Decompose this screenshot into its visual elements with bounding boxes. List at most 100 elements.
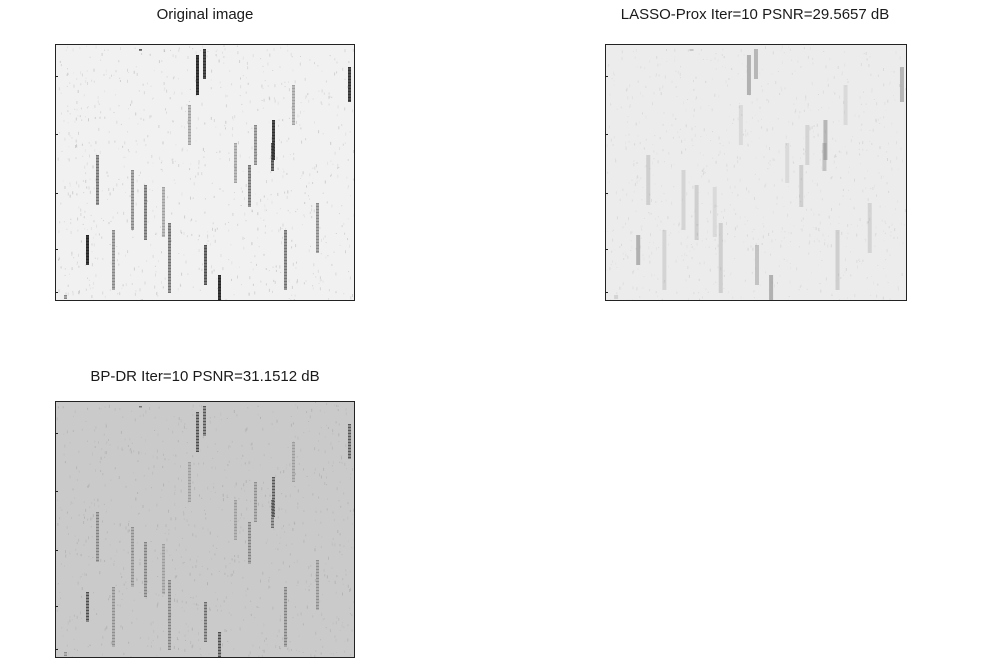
noise-speck <box>892 224 893 226</box>
noise-speck <box>737 225 738 228</box>
noise-speck <box>724 153 725 155</box>
noise-speck <box>637 66 638 67</box>
streak-dot <box>112 617 115 618</box>
streak-dot <box>112 611 115 612</box>
noise-speck <box>188 630 189 632</box>
noise-speck <box>313 263 314 266</box>
streak-dot <box>316 224 319 225</box>
noise-speck <box>726 130 727 131</box>
noise-speck <box>286 467 287 470</box>
noise-speck <box>160 226 161 228</box>
noise-speck <box>282 228 283 229</box>
streak-dot <box>131 224 134 225</box>
noise-speck <box>312 168 313 169</box>
noise-speck <box>793 104 794 105</box>
streak-dot <box>112 260 115 261</box>
noise-speck <box>232 127 233 130</box>
noise-speck <box>234 199 235 200</box>
noise-speck <box>639 296 640 298</box>
noise-speck <box>287 648 288 650</box>
noise-speck <box>336 575 337 577</box>
noise-speck <box>660 230 661 231</box>
noise-speck <box>100 559 101 562</box>
noise-speck <box>246 92 247 94</box>
noise-speck <box>61 113 62 115</box>
noise-speck <box>149 407 150 410</box>
streak-dot <box>188 132 191 133</box>
noise-speck <box>115 408 116 411</box>
noise-speck <box>277 635 278 637</box>
noise-speck <box>817 124 818 127</box>
noise-speck <box>608 64 609 66</box>
noise-speck <box>281 509 282 510</box>
noise-speck <box>318 534 319 536</box>
noise-speck <box>220 133 221 136</box>
noise-speck <box>67 46 68 48</box>
streak-dot <box>218 287 221 288</box>
streak-dot <box>316 563 319 564</box>
noise-speck <box>65 275 66 276</box>
noise-speck <box>69 132 70 135</box>
noise-speck <box>841 232 842 235</box>
noise-speck <box>745 134 746 137</box>
streak-dot <box>144 566 147 567</box>
streak-dot <box>284 596 287 597</box>
noise-speck <box>166 420 167 421</box>
noise-speck <box>194 182 195 185</box>
streak-dot <box>284 587 287 588</box>
noise-speck <box>63 635 64 637</box>
noise-speck <box>333 164 334 165</box>
noise-speck <box>181 419 182 422</box>
noise-speck <box>128 552 129 554</box>
noise-speck <box>109 141 110 144</box>
noise-speck <box>715 239 716 241</box>
noise-speck <box>310 212 311 214</box>
noise-speck <box>744 55 745 56</box>
noise-speck <box>102 190 103 191</box>
noise-speck <box>65 186 66 189</box>
noise-speck <box>661 221 662 223</box>
noise-speck <box>140 288 141 291</box>
noise-speck <box>649 212 650 215</box>
noise-speck <box>168 459 169 460</box>
noise-speck <box>138 123 139 124</box>
noise-speck <box>322 71 323 72</box>
noise-speck <box>780 275 781 276</box>
noise-speck <box>722 194 723 195</box>
noise-speck <box>343 493 344 495</box>
noise-speck <box>346 574 347 576</box>
noise-speck <box>838 66 839 69</box>
noise-speck <box>113 188 114 191</box>
noise-speck <box>258 414 259 416</box>
noise-speck <box>207 235 208 238</box>
noise-speck <box>782 197 783 198</box>
noise-speck <box>268 488 269 489</box>
noise-speck <box>222 643 223 646</box>
streak-dot <box>144 572 147 573</box>
noise-speck <box>292 69 293 71</box>
noise-speck <box>68 293 69 296</box>
streak-dot <box>204 257 207 258</box>
streak-dot <box>96 200 99 201</box>
noise-speck <box>210 499 211 500</box>
noise-speck <box>184 610 185 611</box>
noise-speck <box>303 214 304 216</box>
noise-speck <box>334 519 335 521</box>
streak-dot <box>292 91 295 92</box>
noise-speck <box>181 232 182 234</box>
streak-dot <box>131 563 134 564</box>
noise-speck <box>226 596 227 599</box>
noise-speck <box>70 475 71 478</box>
noise-speck <box>699 299 700 300</box>
streak-dot <box>316 245 319 246</box>
streak-dot <box>96 167 99 168</box>
noise-speck <box>648 212 649 213</box>
noise-speck <box>227 641 228 642</box>
noise-speck <box>638 269 639 270</box>
noise-speck <box>280 67 281 68</box>
noise-speck <box>124 157 125 158</box>
noise-speck <box>782 46 783 49</box>
streak-dot <box>144 587 147 588</box>
noise-speck <box>710 210 711 213</box>
noise-speck <box>645 165 646 168</box>
